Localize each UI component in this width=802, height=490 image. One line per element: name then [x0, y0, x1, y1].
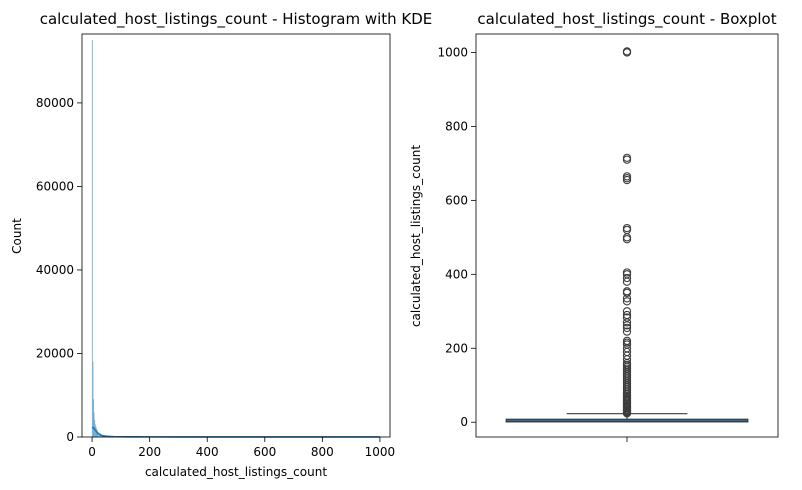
- histogram-x-tick-label: 800: [311, 445, 334, 459]
- histogram-x-tick-label: 600: [253, 445, 276, 459]
- histogram-y-tick-label: 20000: [36, 346, 74, 360]
- boxplot-y-tick-label: 200: [445, 341, 468, 355]
- boxplot-y-tick-label: 0: [460, 415, 468, 429]
- boxplot-outlier-point: [622, 287, 632, 296]
- histogram-x-axis-label: calculated_host_listings_count: [145, 465, 327, 479]
- boxplot-title: calculated_host_listings_count - Boxplot: [477, 10, 776, 29]
- histogram-y-tick-label: 0: [66, 430, 74, 444]
- boxplot-outlier-point: [622, 268, 632, 277]
- boxplot-outlier-point: [622, 297, 632, 306]
- histogram-x-tick-label: 400: [196, 445, 219, 459]
- histogram-y-ticks: 0 20000 40000 60000 80000: [36, 96, 82, 444]
- boxplot-outlier-point: [622, 153, 632, 163]
- histogram-title: calculated_host_listings_count - Histogr…: [40, 10, 433, 29]
- histogram-x-tick-label: 1000: [365, 445, 396, 459]
- histogram-x-ticks: 0 200 400 600 800 1000: [88, 437, 395, 459]
- histogram-x-tick-label: 0: [88, 445, 96, 459]
- boxplot-outlier-point: [622, 307, 632, 316]
- boxplot-panel: calculated_host_listings_count - Boxplot…: [409, 10, 779, 442]
- boxplot-outlier-point: [622, 47, 632, 56]
- boxplot-outlier-point: [622, 273, 632, 283]
- boxplot-outlier-point: [622, 310, 632, 320]
- histogram-panel: calculated_host_listings_count - Histogr…: [10, 10, 432, 479]
- histogram-y-tick-label: 60000: [36, 179, 74, 193]
- histogram-axes-frame: [81, 33, 391, 438]
- boxplot-y-tick-label: 400: [445, 267, 468, 281]
- boxplot-y-axis-label: calculated_host_listings_count: [409, 145, 423, 327]
- boxplot-axes-frame: [475, 33, 779, 438]
- boxplot-outlier-point: [622, 223, 632, 233]
- boxplot-outlier-point: [622, 172, 632, 181]
- boxplot-y-ticks: 0 200 400 600 800 1000: [437, 45, 476, 429]
- boxplot-outlier-point: [622, 336, 632, 346]
- boxplot-y-tick-label: 800: [445, 119, 468, 133]
- boxplot-outlier-point: [622, 327, 632, 336]
- boxplot-y-tick-label: 600: [445, 193, 468, 207]
- histogram-y-tick-label: 40000: [36, 263, 74, 277]
- boxplot-outlier-point: [622, 313, 632, 322]
- histogram-y-tick-label: 80000: [36, 96, 74, 110]
- boxplot-outlier-point: [622, 321, 632, 330]
- histogram-y-axis-label: Count: [10, 218, 24, 254]
- histogram-x-tick-label: 200: [138, 445, 161, 459]
- boxplot-y-tick-label: 1000: [437, 45, 468, 59]
- boxplot-outlier-point: [622, 323, 632, 333]
